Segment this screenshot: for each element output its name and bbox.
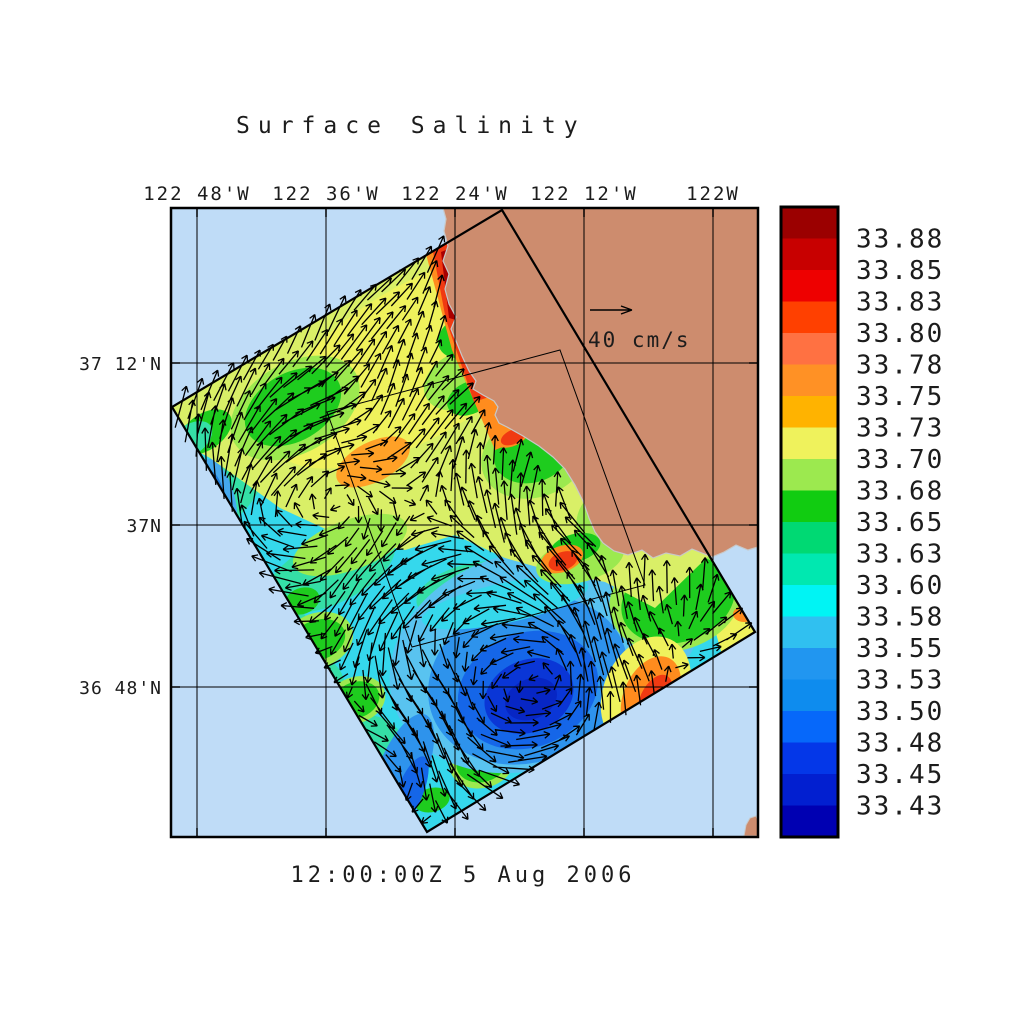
x-tick-label: 122 12'W xyxy=(530,183,638,205)
colorbar-band xyxy=(781,238,838,271)
colorbar-tick-label: 33.58 xyxy=(856,603,944,633)
vector-arrows xyxy=(174,235,753,824)
reference-vector: 40 cm/s xyxy=(588,305,691,352)
colorbar-band xyxy=(781,553,838,586)
colorbar-band xyxy=(781,805,838,838)
x-tick-label: 122W xyxy=(686,183,740,205)
colorbar-tick-label: 33.85 xyxy=(856,256,944,286)
colorbar-tick-label: 33.63 xyxy=(856,540,944,570)
plot-frame xyxy=(169,206,760,839)
colorbar-band xyxy=(781,711,838,743)
colorbar-band xyxy=(781,207,838,239)
y-tick-label: 36 48'N xyxy=(79,678,162,699)
latitude-axis-labels: 37 12'N 37N 36 48'N xyxy=(79,354,162,699)
colorbar-border xyxy=(779,205,840,839)
colorbar-tick-label: 33.80 xyxy=(856,319,944,349)
x-tick-label: 122 48'W xyxy=(143,183,251,205)
colorbar-tick-label: 33.55 xyxy=(856,634,944,664)
colorbar-tick-label: 33.65 xyxy=(856,508,944,538)
colorbar-band xyxy=(781,396,838,428)
current-vectors xyxy=(174,235,753,824)
y-tick-label: 37N xyxy=(126,516,162,537)
colorbar-tick-label: 33.73 xyxy=(856,414,944,444)
colorbar-band xyxy=(781,333,838,365)
colorbar-tick-label: 33.45 xyxy=(856,760,944,790)
colorbar-tick-label: 33.70 xyxy=(856,445,944,475)
nested-domain-outline xyxy=(326,349,646,648)
colorbar-band xyxy=(781,774,838,806)
colorbar-band xyxy=(781,427,838,460)
longitude-axis-labels: 122 48'W 122 36'W 122 24'W 122 12'W 122W xyxy=(143,183,740,205)
colorbar-tick-label: 33.48 xyxy=(856,729,944,759)
latlon-grid xyxy=(171,208,758,837)
colorbar-band xyxy=(781,522,838,554)
reference-arrow-icon xyxy=(590,305,633,315)
colorbar-band xyxy=(781,648,838,680)
colorbar-tick-label: 33.68 xyxy=(856,477,944,507)
x-tick-label: 122 24'W xyxy=(401,183,509,205)
axis-ticks xyxy=(171,208,758,837)
colorbar-tick-label: 33.78 xyxy=(856,351,944,381)
colorbar-band xyxy=(781,679,838,712)
timestamp-label: 12:00:00Z 5 Aug 2006 xyxy=(291,863,636,888)
colorbar-band xyxy=(781,301,838,334)
colorbar-band xyxy=(781,742,838,775)
colorbar-tick-label: 33.50 xyxy=(856,697,944,727)
land-sliver-southeast xyxy=(743,815,758,837)
colorbar-tick-label: 33.43 xyxy=(856,792,944,822)
colorbar-tick-label: 33.53 xyxy=(856,666,944,696)
colorbar-band xyxy=(781,270,838,302)
colorbar-labels: 33.8833.8533.8333.8033.7833.7533.7333.70… xyxy=(856,225,944,822)
colorbar-tick-label: 33.60 xyxy=(856,571,944,601)
colorbar-band xyxy=(781,364,838,397)
x-tick-label: 122 36'W xyxy=(272,183,380,205)
land xyxy=(442,208,758,837)
reference-vector-label: 40 cm/s xyxy=(588,328,691,352)
colorbar-tick-label: 33.75 xyxy=(856,382,944,412)
colorbar-band xyxy=(781,585,838,617)
colorbar-band xyxy=(781,490,838,523)
model-domain-outline xyxy=(170,208,757,834)
colorbar-tick-label: 33.88 xyxy=(856,225,944,255)
colorbar-tick-label: 33.83 xyxy=(856,288,944,318)
colorbar-band xyxy=(781,459,838,491)
plot-title: Surface Salinity xyxy=(236,113,586,139)
coastline-landmass xyxy=(442,208,758,559)
colorbar xyxy=(781,207,838,838)
colorbar-band xyxy=(781,616,838,649)
y-tick-label: 37 12'N xyxy=(79,354,162,375)
